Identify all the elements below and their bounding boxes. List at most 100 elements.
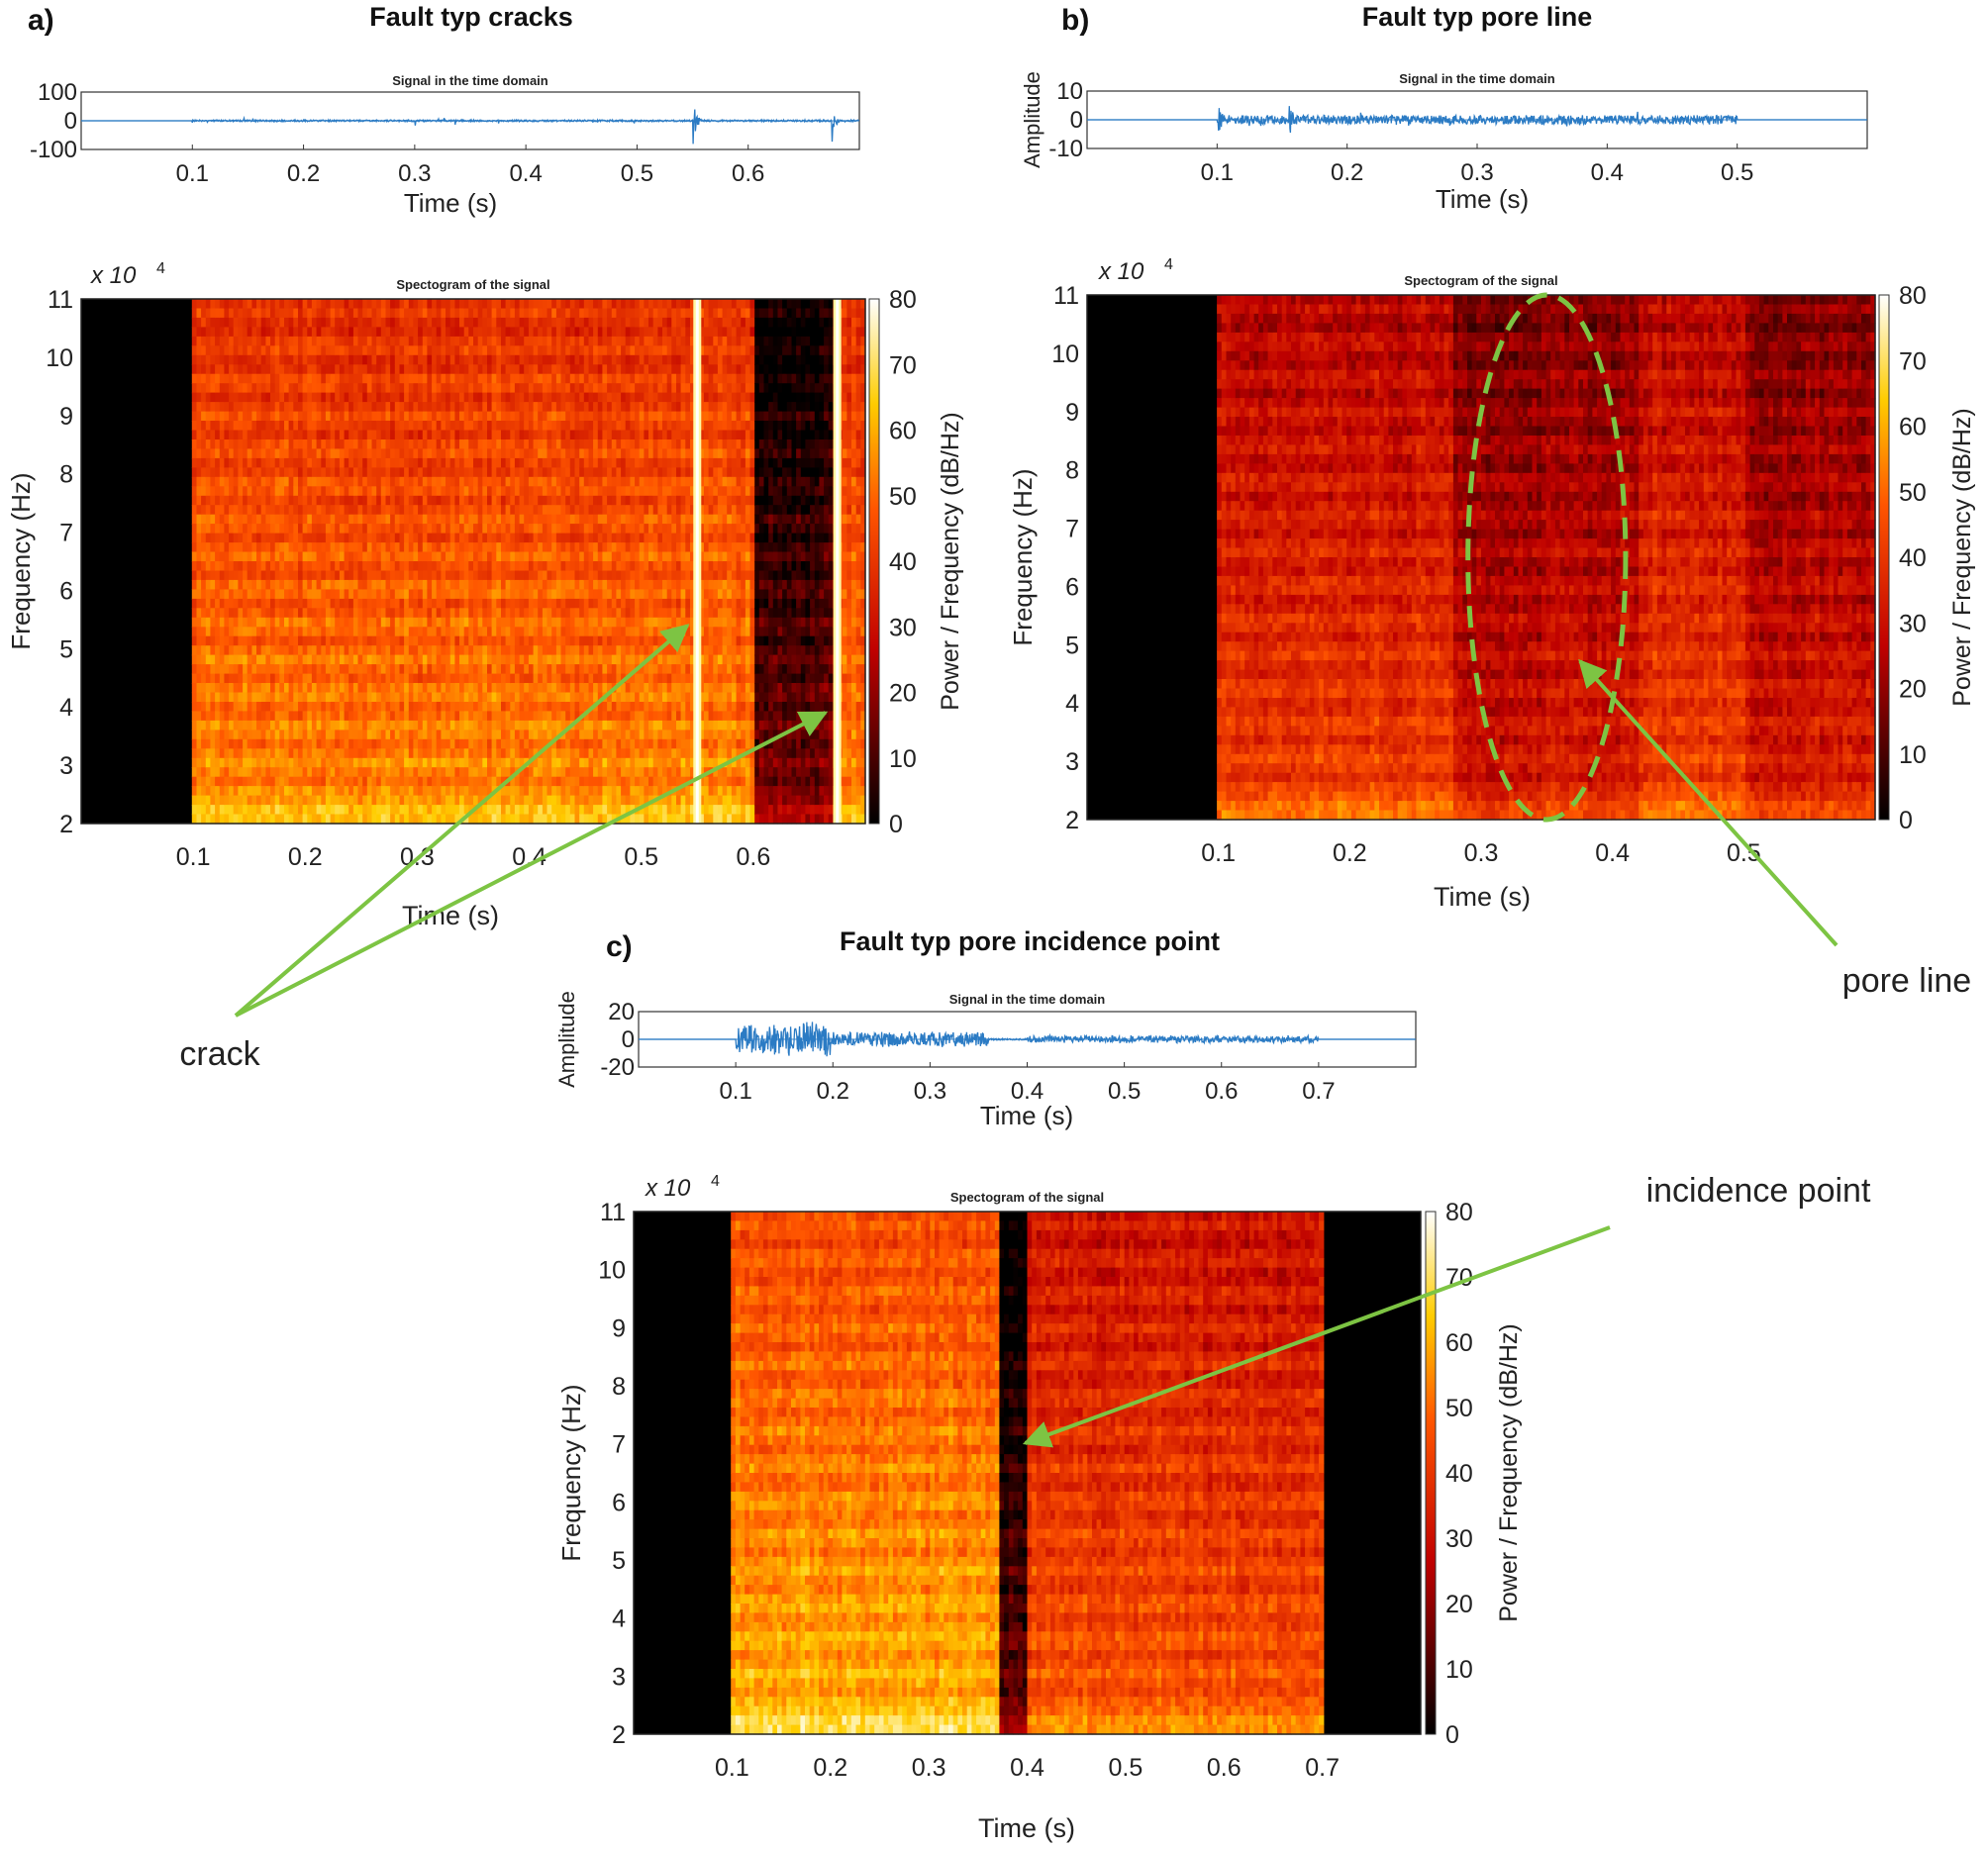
- spectrogram-cell: [380, 635, 387, 646]
- spectrogram-cell: [376, 524, 382, 535]
- spectrogram-cell: [538, 551, 544, 562]
- spectrogram-cell: [288, 702, 294, 713]
- spectrogram-cell: [298, 336, 304, 346]
- spectrogram-cell: [307, 654, 313, 665]
- spectrogram-cell: [260, 383, 266, 394]
- spectrogram-cell: [413, 635, 419, 646]
- spectrogram-cell: [413, 645, 419, 656]
- spectrogram-cell: [441, 430, 447, 440]
- spectrogram-cell: [339, 327, 346, 338]
- spectrogram-cell: [427, 486, 433, 497]
- spectrogram-cell: [547, 524, 552, 535]
- spectrogram-cell: [583, 627, 590, 637]
- spectrogram-cell: [265, 402, 271, 413]
- spectrogram-cell: [491, 505, 497, 516]
- spectrogram-cell: [210, 608, 216, 619]
- spectrogram-cell: [335, 364, 341, 375]
- spectrogram-cell: [468, 654, 474, 665]
- spectrogram-cell: [362, 608, 368, 619]
- spectrogram-cell: [344, 748, 349, 759]
- spectrogram-cell: [311, 589, 318, 600]
- spectrogram-cell: [555, 814, 562, 825]
- spectrogram-cell: [270, 486, 276, 497]
- spectrogram-cell: [357, 561, 363, 572]
- spectrogram-cell: [583, 738, 590, 749]
- spectrogram-cell: [551, 448, 557, 459]
- spectrogram-cell: [399, 299, 405, 310]
- spectrogram-cell: [533, 402, 539, 413]
- spectrogram-cell: [247, 514, 252, 525]
- spectrogram-cell: [298, 505, 304, 516]
- spectrogram-cell: [528, 711, 535, 722]
- spectrogram-cell: [215, 327, 221, 338]
- spectrogram-cell: [454, 570, 460, 581]
- spectrogram-cell: [482, 683, 488, 694]
- spectrogram-cell: [284, 486, 290, 497]
- spectrogram-cell: [251, 664, 257, 675]
- spectrogram-cell: [284, 430, 290, 440]
- spectrogram-cell: [487, 692, 493, 703]
- spectrogram-cell: [352, 467, 359, 478]
- spectrogram-cell: [330, 683, 336, 694]
- spectrogram-cell: [307, 467, 313, 478]
- spectrogram-cell: [528, 673, 535, 684]
- spectrogram-cell: [201, 345, 207, 356]
- spectrogram-cell: [436, 579, 442, 590]
- spectrogram-cell: [205, 308, 212, 319]
- spectrogram-cell: [510, 448, 516, 459]
- spectrogram-cell: [505, 702, 511, 713]
- spectrogram-cell: [316, 364, 322, 375]
- spectrogram-cell: [224, 617, 230, 628]
- spectrogram-cell: [284, 711, 290, 722]
- spectrogram-cell: [224, 683, 230, 694]
- spectrogram-cell: [408, 673, 415, 684]
- spectrogram-cell: [293, 635, 299, 646]
- spectrogram-cell: [408, 421, 415, 432]
- spectrogram-cell: [215, 383, 221, 394]
- spectrogram-cell: [293, 448, 299, 459]
- spectrogram-cell: [533, 421, 539, 432]
- spectrogram-cell: [316, 635, 322, 646]
- spectrogram-cell: [394, 542, 401, 553]
- spectrogram-cell: [524, 411, 530, 422]
- spectrogram-cell: [348, 589, 354, 600]
- spectrogram-cell: [191, 795, 198, 806]
- spectrogram-cell: [270, 542, 276, 553]
- spectrogram-cell: [418, 430, 424, 440]
- spectrogram-cell: [376, 579, 382, 590]
- spectrogram-cell: [316, 336, 322, 346]
- spectrogram-cell: [528, 645, 535, 656]
- spectrogram-cell: [251, 392, 257, 403]
- spectrogram-cell: [468, 579, 474, 590]
- spectrogram-cell: [533, 730, 539, 740]
- spectrogram-cell: [238, 617, 244, 628]
- spectrogram-cell: [224, 439, 230, 450]
- spectrogram-cell: [302, 738, 308, 749]
- spectrogram-cell: [399, 533, 405, 543]
- spectrogram-cell: [524, 439, 530, 450]
- spectrogram-cell: [413, 364, 419, 375]
- spectrogram-cell: [446, 308, 451, 319]
- spectrogram-cell: [251, 645, 257, 656]
- spectrogram-cell: [579, 748, 585, 759]
- spectrogram-cell: [505, 683, 511, 694]
- spectrogram-cell: [201, 748, 207, 759]
- spectrogram-cell: [362, 664, 368, 675]
- spectrogram-cell: [551, 383, 557, 394]
- spectrogram-cell: [436, 486, 442, 497]
- spectrogram-cell: [330, 317, 336, 328]
- spectrogram-cell: [376, 776, 382, 787]
- spectrogram-cell: [366, 354, 373, 365]
- spectrogram-cell: [463, 748, 469, 759]
- spectrogram-cell: [298, 730, 304, 740]
- spectrogram-cell: [574, 805, 580, 816]
- spectrogram-cell: [519, 448, 525, 459]
- spectrogram-cell: [468, 711, 474, 722]
- spectrogram-cell: [330, 392, 336, 403]
- spectrogram-cell: [446, 805, 451, 816]
- spectrogram-cell: [588, 635, 594, 646]
- spectrogram-cell: [215, 635, 221, 646]
- spectrogram-cell: [496, 617, 502, 628]
- spectrogram-cell: [298, 317, 304, 328]
- spectrogram-cell: [505, 738, 511, 749]
